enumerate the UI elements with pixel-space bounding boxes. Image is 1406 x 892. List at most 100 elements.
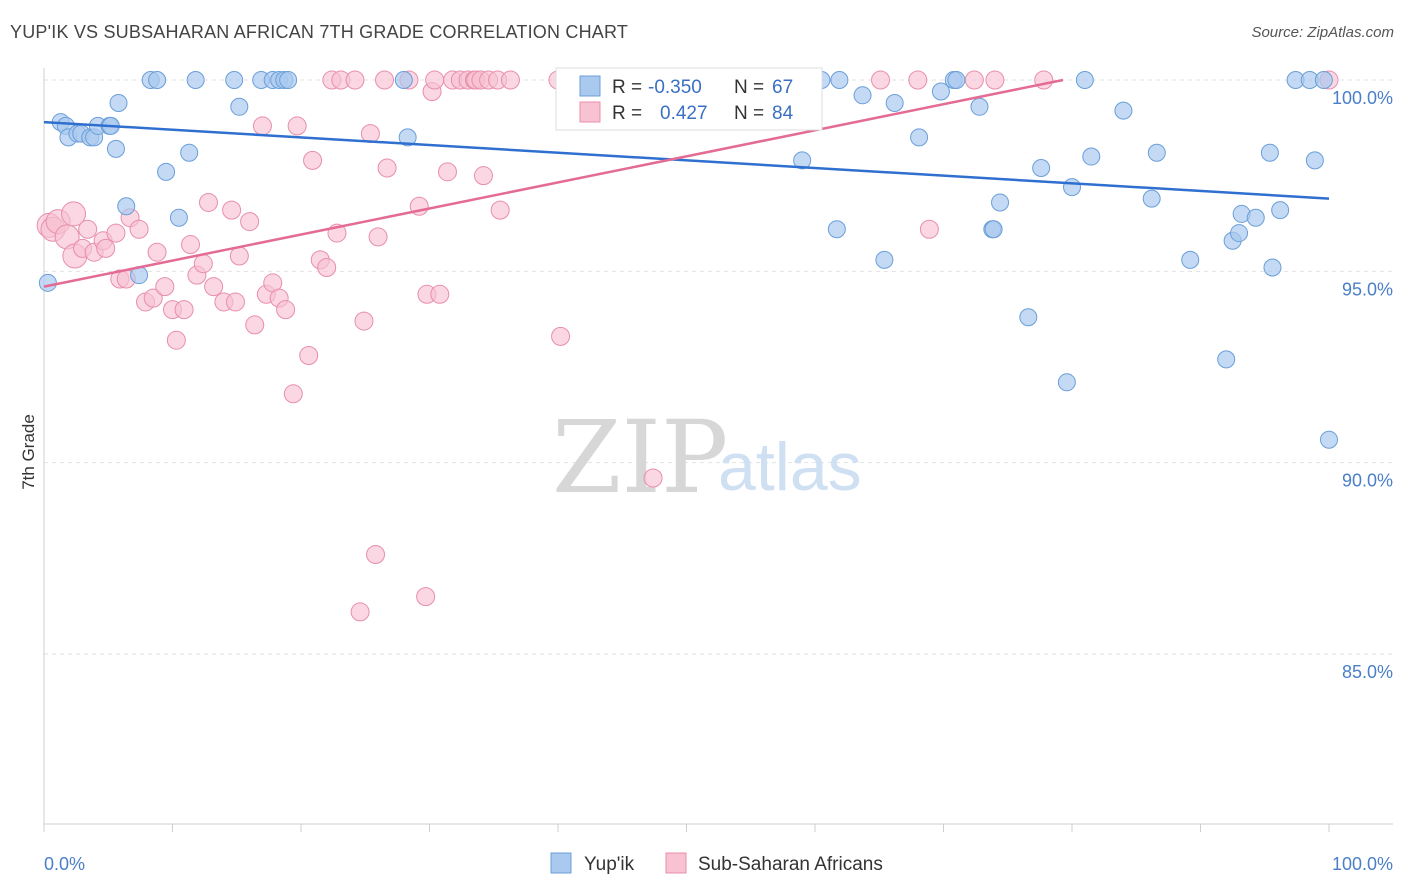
point-ssa: [871, 70, 891, 90]
trend-line-ssa: [43, 78, 1064, 288]
point-ssa: [377, 158, 397, 178]
legend-n-label: N =: [734, 103, 764, 124]
point-yupik: [1246, 208, 1265, 227]
point-yupik: [38, 273, 57, 292]
point-ssa: [368, 227, 388, 247]
point-ssa: [551, 326, 571, 346]
point-ssa: [193, 254, 213, 274]
point-yupik: [984, 220, 1003, 239]
point-yupik: [1063, 178, 1081, 197]
point-ssa: [155, 277, 175, 297]
point-yupik: [1305, 151, 1324, 170]
legend-swatch-ssa: [579, 101, 601, 123]
legend-n-value-ssa: 84: [772, 103, 794, 124]
point-yupik: [169, 208, 188, 227]
point-yupik: [793, 151, 812, 170]
point-yupik: [1260, 143, 1279, 162]
point-yupik: [1075, 71, 1094, 89]
point-ssa: [437, 162, 457, 182]
point-ssa: [919, 219, 939, 239]
legend-r-label: R =: [612, 77, 642, 98]
point-yupik: [1271, 201, 1290, 220]
point-ssa: [360, 124, 380, 144]
point-yupik: [279, 71, 298, 89]
chart-source: Source: ZipAtlas.com: [1251, 24, 1394, 41]
trend-line-yupik: [43, 120, 1330, 200]
point-yupik: [1032, 159, 1051, 178]
point-ssa: [96, 238, 116, 258]
point-ssa: [473, 166, 493, 186]
point-yupik: [991, 193, 1010, 212]
point-ssa: [350, 602, 370, 622]
point-ssa: [198, 192, 218, 212]
y-axis-label: 7th Grade: [19, 414, 38, 490]
point-ssa: [245, 315, 265, 335]
point-ssa: [276, 300, 296, 320]
point-ssa: [180, 235, 200, 255]
point-ssa: [252, 116, 272, 136]
watermark: ZIP atlas: [552, 399, 862, 516]
point-yupik: [148, 71, 167, 89]
point-ssa: [287, 116, 307, 136]
x-tick-label: 0.0%: [44, 854, 85, 874]
point-yupik: [230, 97, 249, 116]
point-yupik: [1230, 224, 1249, 243]
bottom-legend-label-ssa: Sub-Saharan Africans: [698, 854, 883, 875]
point-ssa: [225, 292, 245, 312]
point-ssa: [345, 70, 365, 90]
axes: [43, 68, 1393, 832]
trend-lines: [43, 78, 1330, 288]
point-yupik: [885, 93, 904, 112]
bottom-legend-swatch-yupik: [550, 852, 572, 874]
point-yupik: [1263, 258, 1282, 277]
watermark-zip: ZIP: [552, 399, 728, 516]
point-yupik: [180, 143, 199, 162]
point-ssa: [354, 311, 374, 331]
point-yupik: [225, 71, 244, 89]
gridlines: [44, 79, 1393, 655]
y-tick-label: 100.0%: [1332, 88, 1393, 108]
point-ssa: [317, 258, 337, 278]
legend: R = -0.350 N = 67 R = 0.427 N = 84: [555, 67, 823, 131]
y-tick-label: 90.0%: [1342, 471, 1393, 491]
point-yupik: [1314, 71, 1333, 89]
point-yupik: [1114, 101, 1133, 120]
point-yupik: [186, 71, 205, 89]
point-ssa: [78, 219, 98, 239]
point-ssa: [229, 246, 249, 266]
point-yupik: [157, 162, 176, 181]
x-tick-label: 100.0%: [1332, 854, 1393, 874]
point-yupik: [398, 128, 417, 147]
point-ssa: [500, 70, 520, 90]
bottom-legend-swatch-ssa: [665, 852, 687, 874]
point-yupik: [853, 86, 872, 105]
point-ssa: [964, 70, 984, 90]
point-ssa: [375, 70, 395, 90]
y-tick-label: 95.0%: [1342, 279, 1393, 299]
legend-r-value-yupik: -0.350: [648, 77, 702, 98]
point-ssa: [416, 587, 436, 607]
point-yupik: [1147, 143, 1166, 162]
point-yupik: [1057, 373, 1076, 392]
point-ssa: [490, 200, 510, 220]
point-ssa: [106, 223, 126, 243]
legend-n-label: N =: [734, 77, 764, 98]
point-yupik: [970, 97, 989, 116]
point-yupik: [1142, 189, 1161, 208]
legend-r-label: R =: [612, 103, 642, 124]
point-ssa: [204, 277, 224, 297]
point-yupik: [1320, 430, 1338, 449]
point-yupik: [830, 71, 849, 89]
x-tick-labels: 0.0% 100.0%: [44, 854, 1393, 874]
point-yupik: [910, 128, 929, 147]
point-yupik: [1181, 250, 1200, 269]
point-ssa: [283, 384, 303, 404]
point-yupik: [394, 71, 413, 89]
point-ssa: [425, 70, 445, 90]
y-tick-label: 85.0%: [1342, 662, 1393, 682]
point-ssa: [61, 201, 87, 227]
point-yupik: [1082, 147, 1101, 166]
series-sub-saharan-africans: [36, 70, 1339, 622]
legend-r-value-ssa: 0.427: [660, 103, 708, 124]
